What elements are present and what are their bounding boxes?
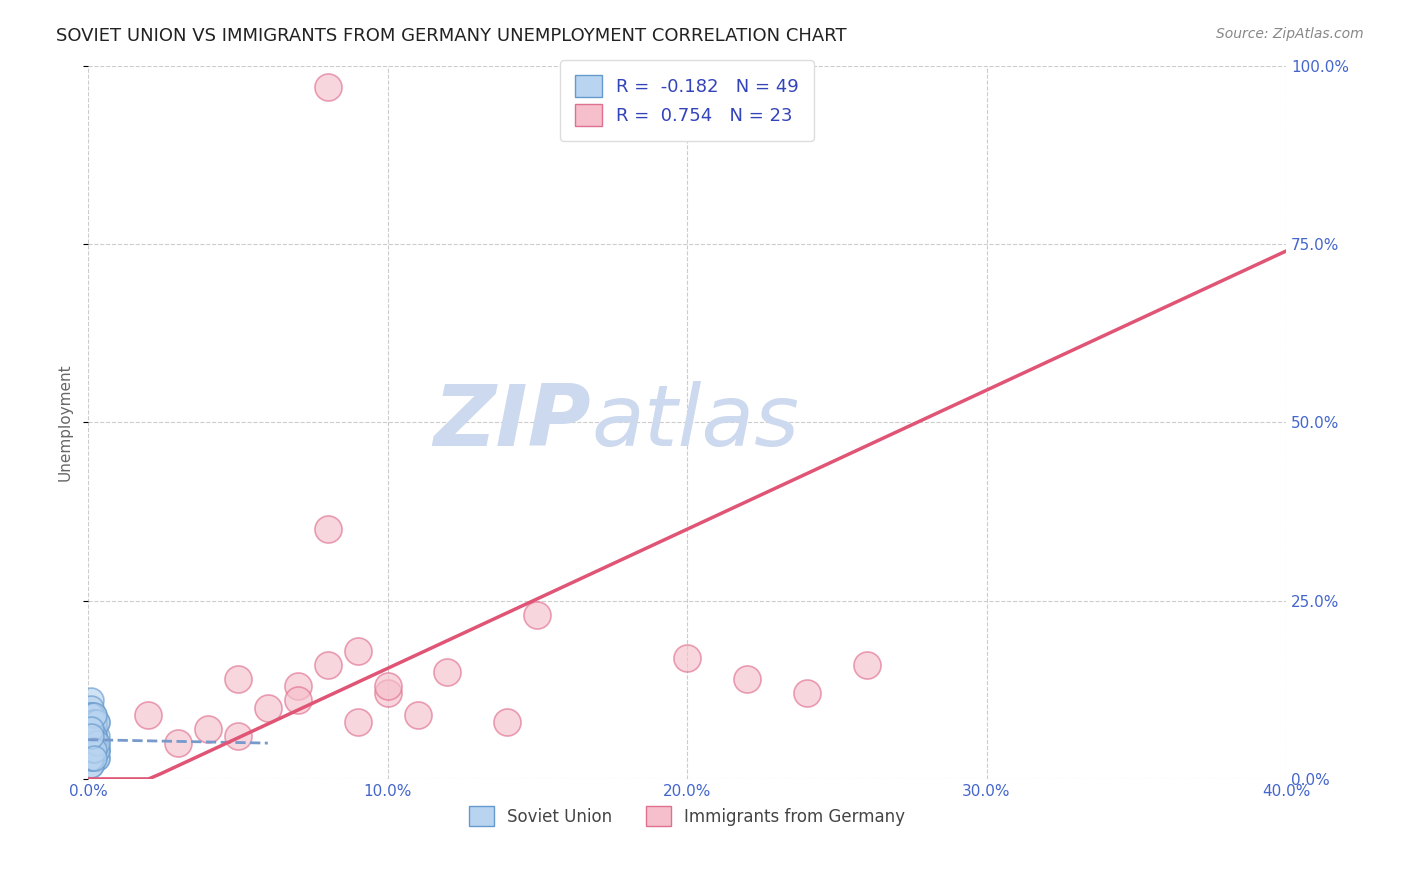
- Point: [83, 714, 105, 729]
- Point: [80, 743, 103, 757]
- Point: [83, 722, 105, 736]
- Point: [735, 672, 758, 686]
- Point: [496, 714, 519, 729]
- Point: [796, 686, 818, 700]
- Point: [80, 700, 103, 714]
- Point: [80, 736, 103, 750]
- Point: [86, 750, 108, 764]
- Point: [197, 722, 219, 736]
- Point: [80, 729, 103, 743]
- Point: [86, 743, 108, 757]
- Point: [83, 736, 105, 750]
- Point: [83, 729, 105, 743]
- Point: [80, 729, 103, 743]
- Point: [136, 707, 159, 722]
- Point: [80, 736, 103, 750]
- Point: [526, 607, 548, 622]
- Point: [436, 665, 458, 679]
- Point: [83, 750, 105, 764]
- Point: [80, 722, 103, 736]
- Text: Source: ZipAtlas.com: Source: ZipAtlas.com: [1216, 27, 1364, 41]
- Point: [226, 729, 249, 743]
- Point: [83, 750, 105, 764]
- Y-axis label: Unemployment: Unemployment: [58, 363, 72, 481]
- Point: [83, 714, 105, 729]
- Text: atlas: atlas: [592, 381, 799, 464]
- Point: [80, 757, 103, 772]
- Point: [80, 722, 103, 736]
- Point: [316, 657, 339, 672]
- Point: [80, 729, 103, 743]
- Point: [83, 707, 105, 722]
- Point: [80, 722, 103, 736]
- Point: [83, 729, 105, 743]
- Point: [80, 707, 103, 722]
- Point: [406, 707, 429, 722]
- Point: [83, 722, 105, 736]
- Legend: Soviet Union, Immigrants from Germany: Soviet Union, Immigrants from Germany: [461, 797, 914, 835]
- Point: [287, 693, 309, 707]
- Point: [83, 750, 105, 764]
- Point: [316, 80, 339, 95]
- Point: [80, 750, 103, 764]
- Point: [86, 743, 108, 757]
- Point: [80, 750, 103, 764]
- Point: [83, 743, 105, 757]
- Point: [377, 679, 399, 693]
- Point: [256, 700, 278, 714]
- Point: [226, 672, 249, 686]
- Point: [86, 714, 108, 729]
- Point: [83, 743, 105, 757]
- Point: [83, 736, 105, 750]
- Point: [86, 736, 108, 750]
- Point: [86, 729, 108, 743]
- Point: [80, 757, 103, 772]
- Point: [676, 650, 699, 665]
- Point: [86, 750, 108, 764]
- Point: [86, 743, 108, 757]
- Point: [346, 714, 368, 729]
- Point: [86, 714, 108, 729]
- Point: [83, 707, 105, 722]
- Text: ZIP: ZIP: [433, 381, 592, 464]
- Point: [83, 736, 105, 750]
- Point: [80, 707, 103, 722]
- Point: [80, 743, 103, 757]
- Point: [80, 736, 103, 750]
- Point: [167, 736, 190, 750]
- Point: [316, 522, 339, 536]
- Point: [80, 693, 103, 707]
- Point: [855, 657, 877, 672]
- Point: [83, 714, 105, 729]
- Point: [377, 686, 399, 700]
- Point: [287, 679, 309, 693]
- Point: [83, 722, 105, 736]
- Text: SOVIET UNION VS IMMIGRANTS FROM GERMANY UNEMPLOYMENT CORRELATION CHART: SOVIET UNION VS IMMIGRANTS FROM GERMANY …: [56, 27, 846, 45]
- Point: [83, 743, 105, 757]
- Point: [83, 729, 105, 743]
- Point: [346, 643, 368, 657]
- Point: [86, 736, 108, 750]
